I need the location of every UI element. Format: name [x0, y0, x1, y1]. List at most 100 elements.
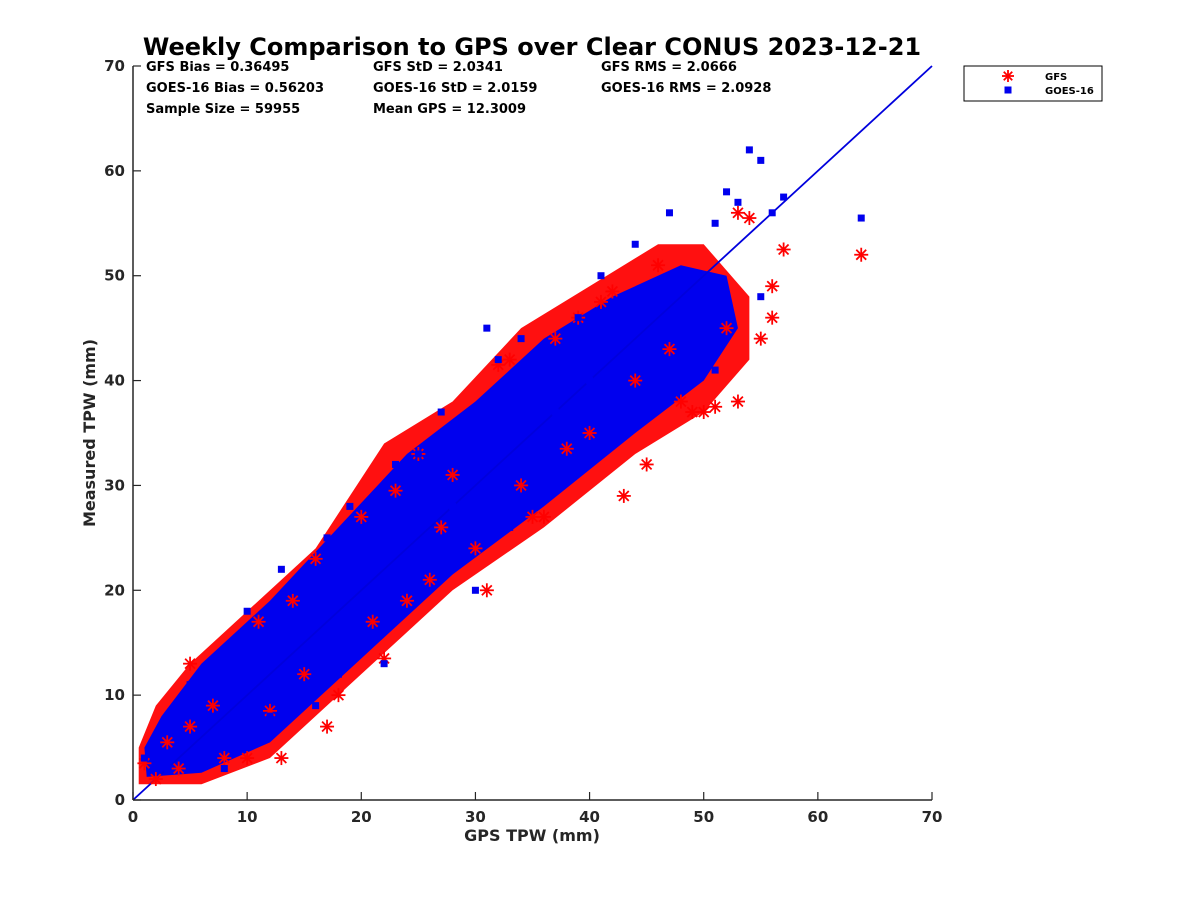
- y-axis-ticks: 0 10 20 30 40 50 60 70: [104, 57, 141, 809]
- gfs-point: [753, 331, 768, 346]
- stat-annotation: GFS StD = 2.0341: [373, 60, 503, 75]
- gfs-point: [297, 667, 312, 682]
- stat-annotation: Sample Size = 59955: [146, 102, 300, 117]
- gfs-point: [434, 520, 449, 535]
- goes16-point: [540, 345, 548, 353]
- gfs-point: [582, 426, 597, 440]
- stat-annotation: GOES-16 RMS = 2.0928: [601, 81, 771, 96]
- goes16-point: [745, 146, 753, 154]
- gfs-point: [388, 483, 403, 498]
- gfs-point: [685, 405, 700, 420]
- legend-label: GOES-16: [1045, 86, 1094, 97]
- goes16-point: [597, 272, 605, 280]
- goes16-point: [140, 754, 148, 762]
- axes: [132, 66, 932, 801]
- gfs-point: [160, 735, 175, 750]
- gfs-point: [365, 614, 380, 629]
- stat-annotation: GOES-16 Bias = 0.56203: [146, 81, 324, 96]
- goes16-point: [323, 534, 331, 542]
- goes16-point: [620, 293, 628, 301]
- gfs-point: [651, 258, 666, 273]
- goes16-point: [586, 377, 594, 385]
- legend-box: [963, 65, 1103, 102]
- statistics-annotations: GFS Bias = 0.36495 GFS StD = 2.0341 GFS RM…: [146, 60, 771, 117]
- goes16-point: [688, 314, 696, 322]
- goes16-point: [757, 156, 765, 164]
- gfs-point: [662, 342, 677, 357]
- gfs-point: [274, 751, 289, 766]
- goes16-point: [608, 429, 616, 437]
- goes16-point: [768, 209, 776, 217]
- gfs-point: [559, 441, 574, 456]
- goes16-point: [677, 335, 685, 343]
- gfs-point: [148, 772, 163, 787]
- goes16-point: [517, 335, 525, 343]
- legend-label: GFS: [1045, 72, 1067, 83]
- x-axis-ticks: 0 10 20 30 40 50 60 70: [128, 792, 943, 826]
- goes16-point: [392, 460, 400, 468]
- goes16-point: [757, 293, 765, 301]
- goes16-point: [346, 502, 354, 510]
- goes16-point: [700, 282, 708, 290]
- gfs-point: [285, 593, 300, 608]
- goes16-point: [494, 356, 502, 364]
- y-tick-label: 0: [115, 791, 125, 809]
- y-tick-label: 60: [104, 162, 125, 180]
- gfs-point: [331, 688, 346, 703]
- x-tick-label: 10: [237, 808, 258, 826]
- goes16-point: [289, 586, 297, 594]
- x-tick-label: 50: [693, 808, 714, 826]
- chart-title: Weekly Comparison to GPS over Clear CONU…: [143, 33, 921, 61]
- gfs-point: [742, 211, 757, 226]
- goes16-point: [163, 765, 171, 773]
- legend: GFS GOES-16: [963, 65, 1103, 102]
- goes16-point: [209, 670, 217, 678]
- gfs-point: [479, 583, 494, 598]
- goes16-point: [563, 471, 571, 479]
- goes16-point: [711, 219, 719, 227]
- gfs-point: [217, 751, 232, 766]
- gfs-point: [548, 331, 563, 346]
- gfs-point: [205, 698, 220, 713]
- goes16-point: [551, 408, 559, 416]
- goes16-point: [312, 702, 320, 710]
- gfs-point: [593, 294, 608, 309]
- gfs-point: [354, 509, 369, 524]
- gfs-point: [445, 467, 460, 482]
- gfs-point: [696, 405, 711, 420]
- x-tick-label: 20: [351, 808, 372, 826]
- x-tick-label: 30: [465, 808, 486, 826]
- gfs-point: [399, 593, 414, 608]
- y-tick-label: 50: [104, 267, 125, 285]
- goes16-point: [665, 209, 673, 217]
- x-axis-label: GPS TPW (mm): [464, 826, 600, 845]
- plot-area: 0 10 20 30 40 50 60 70 0 10 20 30 40 50 60 70: [104, 57, 942, 826]
- goes16-point: [197, 744, 205, 752]
- goes16-point: [369, 544, 377, 552]
- gfs-point: [502, 352, 517, 367]
- goes16-point: [780, 193, 788, 201]
- goes16-point: [631, 240, 639, 248]
- goes16-point: [643, 303, 651, 311]
- gfs-point: [320, 719, 335, 734]
- gfs-point: [730, 394, 745, 409]
- gfs-point: [730, 205, 745, 220]
- goes16-point: [186, 681, 194, 689]
- gfs-point: [251, 614, 266, 629]
- y-tick-label: 20: [104, 581, 125, 599]
- goes16-point: [574, 314, 582, 322]
- gfs-point: [468, 541, 483, 556]
- y-tick-label: 10: [104, 686, 125, 704]
- x-tick-label: 70: [922, 808, 943, 826]
- goes16-point: [255, 660, 263, 668]
- goes16-point: [175, 712, 183, 720]
- goes16-point: [654, 377, 662, 385]
- gfs-point: [628, 373, 643, 388]
- gfs-point: [171, 761, 186, 776]
- gfs-point: [514, 478, 529, 493]
- gfs-point: [183, 719, 198, 734]
- reference-line-1-to-1: [132, 65, 933, 801]
- y-tick-label: 40: [104, 372, 125, 390]
- goes16-point: [380, 660, 388, 668]
